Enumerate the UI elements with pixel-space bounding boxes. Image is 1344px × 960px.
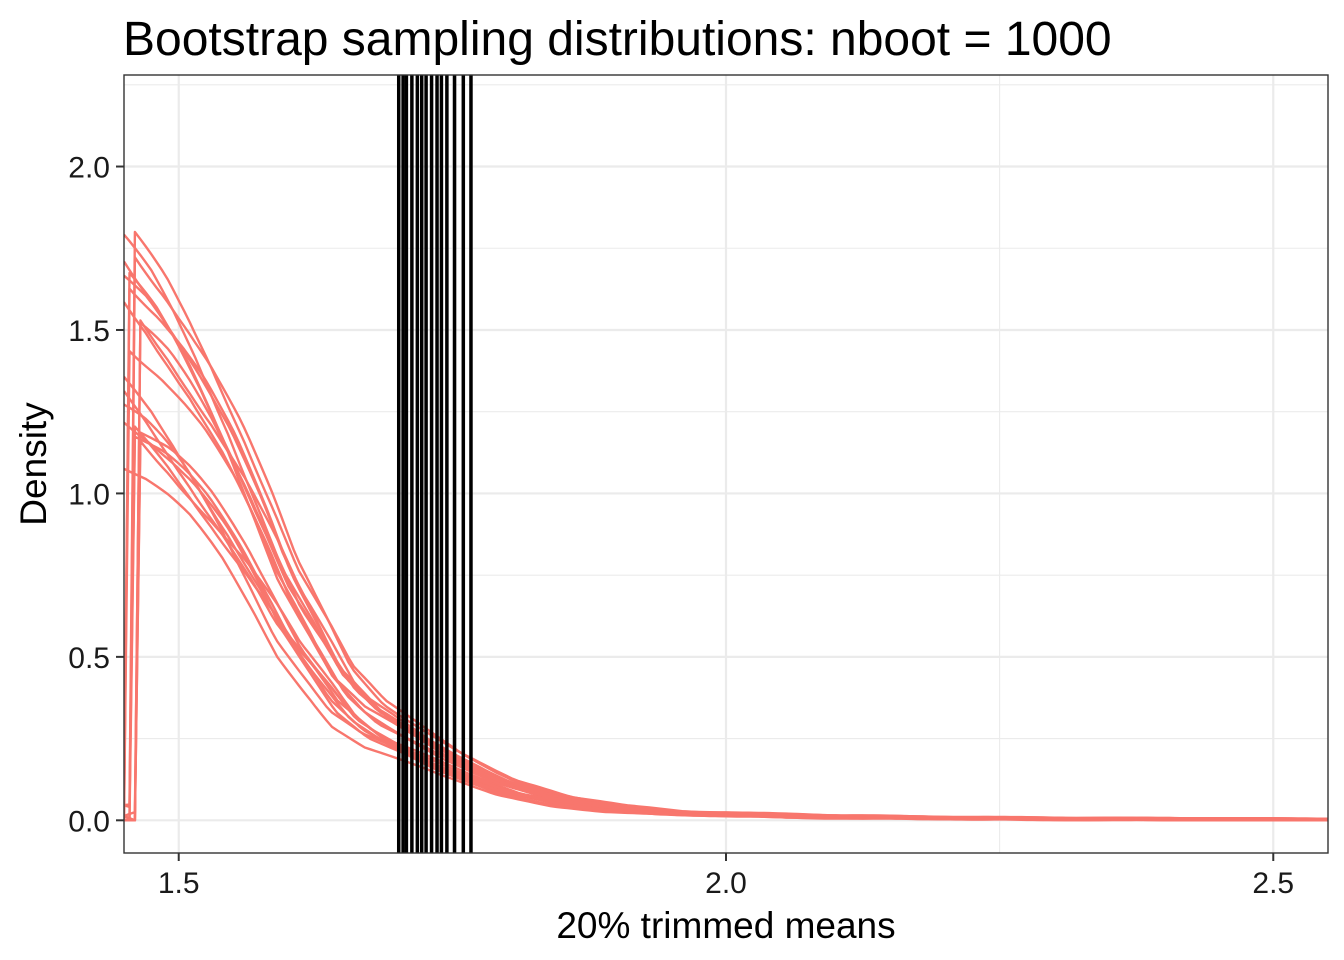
x-tick-label: 2.0 — [705, 867, 747, 900]
y-axis-title: Density — [13, 402, 54, 526]
y-axis: 0.0 0.5 1.0 1.5 2.0 — [68, 152, 124, 838]
chart-title: Bootstrap sampling distributions: nboot … — [123, 13, 1112, 66]
x-tick-label: 1.5 — [158, 867, 200, 900]
x-axis-title: 20% trimmed means — [556, 905, 895, 946]
y-tick-label: 1.5 — [68, 315, 110, 348]
vertical-lines — [396, 75, 473, 853]
y-tick-label: 0.0 — [68, 805, 110, 838]
density-curve — [124, 230, 1328, 822]
density-curves — [124, 230, 1328, 822]
y-tick-label: 1.0 — [68, 478, 110, 511]
y-tick-label: 2.0 — [68, 152, 110, 185]
y-tick-label: 0.5 — [68, 642, 110, 675]
x-axis: 1.5 2.0 2.5 — [158, 853, 1294, 900]
x-tick-label: 2.5 — [1252, 867, 1294, 900]
